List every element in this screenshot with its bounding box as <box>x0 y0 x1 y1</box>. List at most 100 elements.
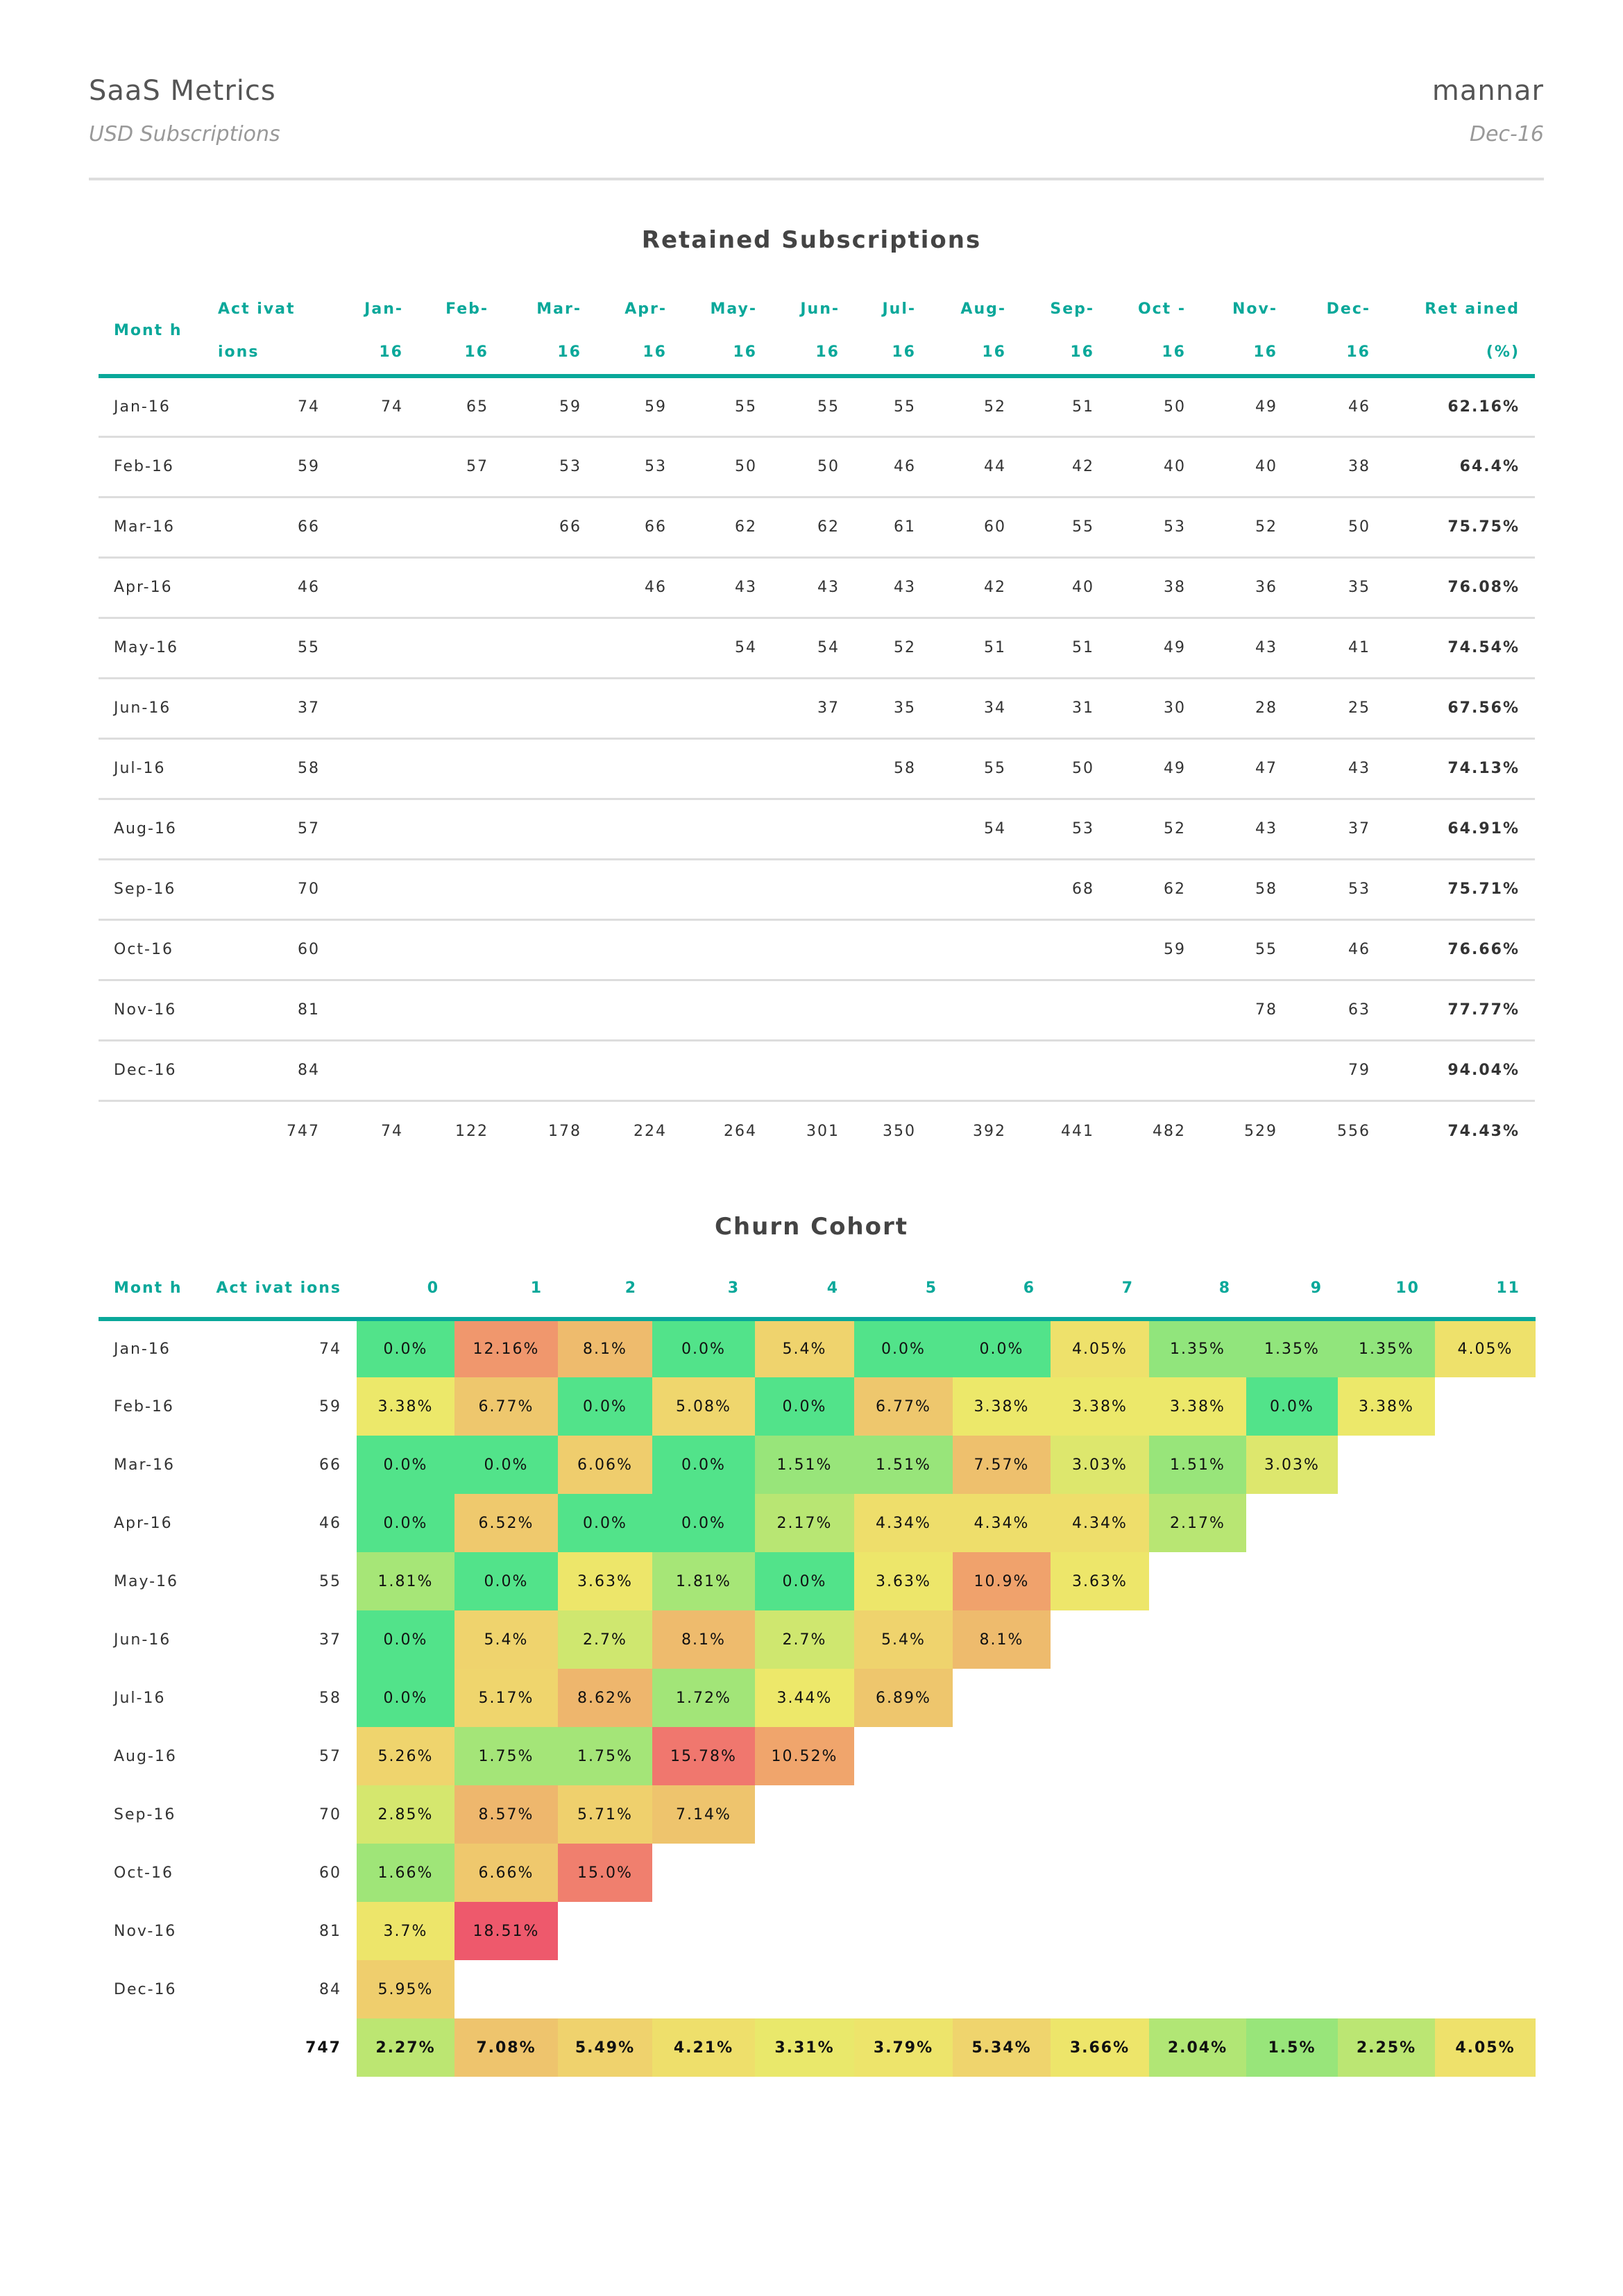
column-header: Dec- 16 <box>1293 287 1386 378</box>
column-header: Feb- 16 <box>418 287 504 378</box>
month-cell: Oct-16 <box>99 919 203 981</box>
column-header-label: 16 <box>815 343 840 361</box>
retained-pct-cell: 77.77% <box>1386 980 1535 1041</box>
value-cell: 35 <box>855 678 931 740</box>
churn-cell: 0.0% <box>357 1669 454 1727</box>
value-cell <box>682 859 772 921</box>
churn-cell: 0.0% <box>357 1494 454 1552</box>
value-cell: 52 <box>1110 799 1201 860</box>
value-cell: 41 <box>1293 618 1386 679</box>
value-cell: 66 <box>504 497 597 559</box>
column-header-label: 16 <box>1346 343 1370 361</box>
value-cell <box>504 799 597 860</box>
churn-cell <box>1246 1902 1338 1960</box>
activations-cell: 60 <box>319 1864 341 1882</box>
churn-title: Churn Cohort <box>714 1213 909 1241</box>
column-header-label: 16 <box>1253 343 1277 361</box>
month-cell: Nov-16 <box>114 1922 177 1940</box>
churn-cell: 1.75% <box>558 1727 652 1785</box>
churn-cell: 1.72% <box>652 1669 755 1727</box>
column-header-label: Sep- <box>1050 300 1094 318</box>
value-cell <box>335 497 418 559</box>
column-header: 5 <box>854 1259 953 1321</box>
activations-cell: 58 <box>319 1689 341 1707</box>
churn-cell: 8.1% <box>652 1610 755 1669</box>
value-cell: 37 <box>1293 799 1386 860</box>
value-cell <box>772 980 855 1041</box>
value-cell: 58 <box>203 738 335 800</box>
value-cell <box>418 557 504 619</box>
churn-cell: 1.35% <box>1246 1319 1338 1377</box>
value-cell: 43 <box>772 557 855 619</box>
churn-cell: 4.05% <box>1435 1319 1536 1377</box>
churn-cell: 3.44% <box>755 1669 854 1727</box>
churn-cell <box>755 1844 854 1902</box>
value-cell: 47 <box>1201 738 1293 800</box>
value-cell: 55 <box>1201 919 1293 981</box>
churn-cell: 4.21% <box>652 2018 755 2077</box>
value-cell <box>855 799 931 860</box>
churn-cell: 8.62% <box>558 1669 652 1727</box>
churn-cell: 1.35% <box>1338 1319 1435 1377</box>
churn-cell: 5.4% <box>454 1610 558 1669</box>
value-cell: 35 <box>1293 557 1386 619</box>
column-header-label: May- <box>710 300 757 318</box>
value-cell: 43 <box>682 557 772 619</box>
value-cell <box>335 678 418 740</box>
value-cell: 55 <box>931 738 1021 800</box>
user-name: mannar <box>1431 75 1544 107</box>
churn-cell: 7.08% <box>454 2018 558 2077</box>
value-cell <box>772 859 855 921</box>
churn-cell <box>1051 1785 1149 1844</box>
value-cell <box>855 1040 931 1102</box>
churn-cell: 3.63% <box>854 1552 953 1610</box>
churn-cell <box>1051 1902 1149 1960</box>
churn-cell <box>1051 1960 1149 2018</box>
value-cell <box>931 919 1021 981</box>
value-cell: 43 <box>1293 738 1386 800</box>
month-cell <box>99 2018 208 2077</box>
retained-pct-cell: 74.13% <box>1386 738 1535 800</box>
value-cell <box>1021 1040 1110 1102</box>
table-row: Apr-16 46 0.0% 6.52% 0.0% 0.0% 2.17% 4.34% 4.34%… <box>99 1494 1536 1552</box>
value-cell: 49 <box>1201 376 1293 438</box>
churn-cell: 5.4% <box>755 1319 854 1377</box>
value-cell <box>597 738 682 800</box>
table-row: Jul-16 58 0.0% 5.17% 8.62% 1.72% 3.44% 6.89% <box>99 1669 1536 1727</box>
churn-cell <box>953 1785 1051 1844</box>
churn-cell: 0.0% <box>558 1494 652 1552</box>
column-header: Aug- 16 <box>931 287 1021 378</box>
value-cell: 178 <box>548 1122 581 1140</box>
table-row: Aug-16 57 54 53 52 43 37 64.91% <box>99 799 1535 860</box>
value-cell: 43 <box>1201 618 1293 679</box>
value-cell <box>335 738 418 800</box>
churn-cell: 0.0% <box>357 1436 454 1494</box>
value-cell <box>682 738 772 800</box>
value-cell: 51 <box>1021 618 1110 679</box>
value-cell: 50 <box>682 436 772 498</box>
retained-pct-cell: 74.54% <box>1386 618 1535 679</box>
month-cell: Jun-16 <box>114 1631 171 1649</box>
value-cell <box>335 980 418 1041</box>
column-header-label: Dec- <box>1326 300 1370 318</box>
churn-cell <box>854 1844 953 1902</box>
churn-cell <box>1149 1669 1246 1727</box>
column-header: Sep- 16 <box>1021 287 1110 378</box>
retained-pct-cell: 94.04% <box>1386 1040 1535 1102</box>
churn-cell: 3.03% <box>1051 1436 1149 1494</box>
churn-cell <box>1246 1494 1338 1552</box>
column-header-label: Jul- <box>882 300 916 318</box>
value-cell <box>772 919 855 981</box>
churn-cell: 5.95% <box>357 1960 454 2018</box>
churn-cell <box>953 1902 1051 1960</box>
churn-cell: 1.51% <box>1149 1436 1246 1494</box>
activations-cell: 66 <box>319 1456 341 1474</box>
value-cell: 53 <box>1021 799 1110 860</box>
churn-cell <box>1246 1727 1338 1785</box>
value-cell <box>772 738 855 800</box>
value-cell: 62 <box>772 497 855 559</box>
value-cell: 40 <box>1201 436 1293 498</box>
churn-cell: 3.31% <box>755 2018 854 2077</box>
churn-cell <box>1338 1960 1435 2018</box>
value-cell: 66 <box>203 497 335 559</box>
